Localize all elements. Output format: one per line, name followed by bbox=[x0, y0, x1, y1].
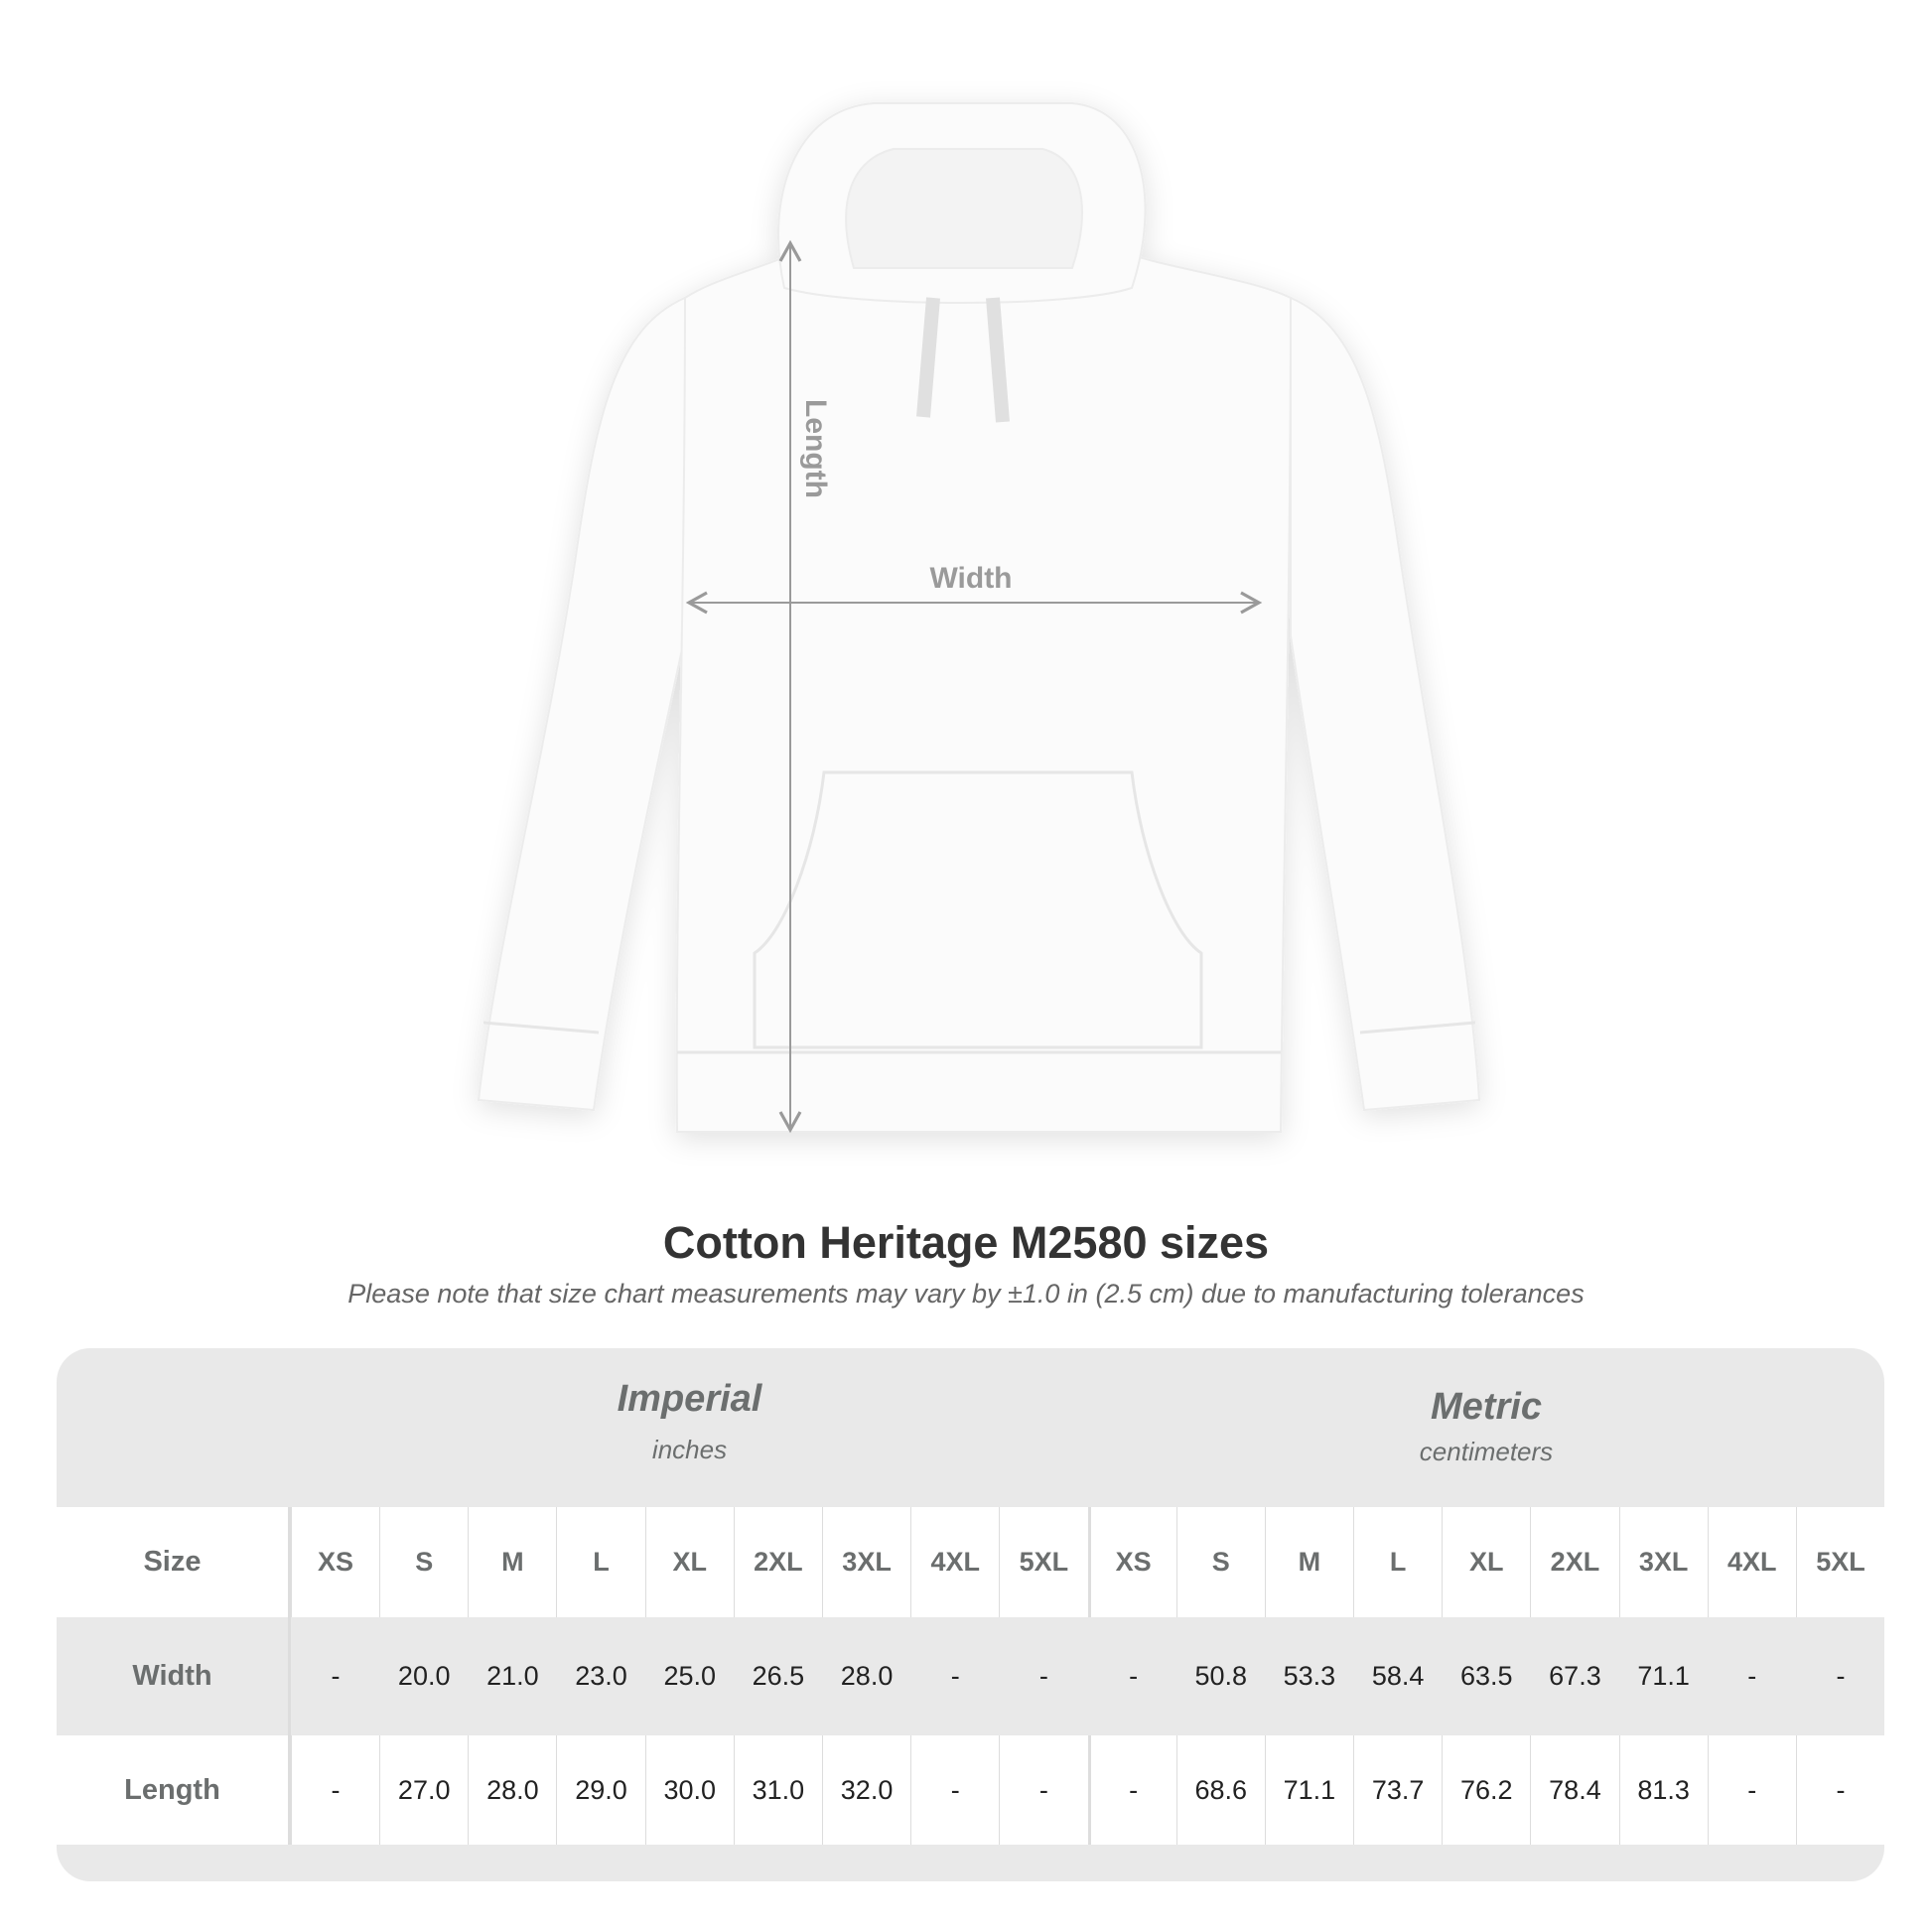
imperial-cell: 29.0 bbox=[556, 1735, 644, 1845]
imperial-cell: - bbox=[910, 1735, 999, 1845]
metric-unit: centimeters bbox=[1419, 1437, 1554, 1466]
imperial-cell: - bbox=[290, 1735, 379, 1845]
hoodie-diagram: Length Width bbox=[477, 102, 1481, 1134]
imperial-cell: 20.0 bbox=[379, 1617, 468, 1735]
imperial-cell: - bbox=[910, 1617, 999, 1735]
metric-cell: S bbox=[1175, 1507, 1265, 1617]
metric-cell: XS bbox=[1087, 1507, 1176, 1617]
imperial-cell: 30.0 bbox=[644, 1735, 734, 1845]
imperial-cell: - bbox=[999, 1735, 1087, 1845]
metric-cell: - bbox=[1707, 1735, 1796, 1845]
metric-cell: 81.3 bbox=[1618, 1735, 1708, 1845]
imperial-cell: S bbox=[379, 1507, 468, 1617]
metric-cell: 3XL bbox=[1618, 1507, 1708, 1617]
imperial-title: Imperial bbox=[617, 1378, 762, 1420]
imperial-cell: 23.0 bbox=[556, 1617, 644, 1735]
imperial-cell: 4XL bbox=[910, 1507, 999, 1617]
imperial-cell: 32.0 bbox=[821, 1735, 910, 1845]
metric-cell: 5XL bbox=[1795, 1507, 1884, 1617]
imperial-cell: 28.0 bbox=[468, 1735, 556, 1845]
imperial-cell: 3XL bbox=[821, 1507, 910, 1617]
imperial-header: Imperial inches bbox=[291, 1348, 1088, 1537]
metric-cell: - bbox=[1087, 1617, 1176, 1735]
row-label: Size bbox=[57, 1507, 291, 1617]
metric-cell: 58.4 bbox=[1353, 1617, 1442, 1735]
width-row: Width -20.0 21.0 23.0 25.0 26.5 28.0- - -50.8 53.… bbox=[57, 1617, 1884, 1735]
imperial-cell: 27.0 bbox=[379, 1735, 468, 1845]
metric-cell: 4XL bbox=[1707, 1507, 1796, 1617]
row-label: Length bbox=[57, 1735, 291, 1845]
metric-cell: - bbox=[1795, 1735, 1884, 1845]
imperial-cell: XL bbox=[644, 1507, 734, 1617]
imperial-cell: L bbox=[556, 1507, 644, 1617]
metric-cell: - bbox=[1795, 1617, 1884, 1735]
metric-cell: 50.8 bbox=[1175, 1617, 1265, 1735]
page-title: Cotton Heritage M2580 sizes bbox=[662, 1217, 1270, 1268]
imperial-cell: 5XL bbox=[999, 1507, 1087, 1617]
imperial-cell: XS bbox=[290, 1507, 379, 1617]
imperial-cell: - bbox=[290, 1617, 379, 1735]
imperial-unit: inches bbox=[651, 1435, 728, 1464]
metric-cell: 76.2 bbox=[1442, 1735, 1530, 1845]
length-label: Length bbox=[799, 399, 832, 498]
metric-cell: XL bbox=[1442, 1507, 1530, 1617]
metric-cell: 68.6 bbox=[1175, 1735, 1265, 1845]
metric-cell: 73.7 bbox=[1353, 1735, 1442, 1845]
metric-cell: 71.1 bbox=[1264, 1735, 1353, 1845]
imperial-cell: 26.5 bbox=[733, 1617, 822, 1735]
metric-cell: 71.1 bbox=[1618, 1617, 1708, 1735]
imperial-cell: 21.0 bbox=[468, 1617, 556, 1735]
metric-cell: 53.3 bbox=[1264, 1617, 1353, 1735]
hoodie-icon bbox=[477, 102, 1481, 1133]
size-table: Imperial inches Metric centimeters Size X… bbox=[57, 1348, 1884, 1881]
imperial-cell: 31.0 bbox=[733, 1735, 822, 1845]
tolerance-note: Please note that size chart measurements… bbox=[347, 1279, 1585, 1309]
imperial-cell: 28.0 bbox=[821, 1617, 910, 1735]
metric-title: Metric bbox=[1431, 1386, 1542, 1428]
metric-cell: 78.4 bbox=[1530, 1735, 1618, 1845]
metric-cell: M bbox=[1264, 1507, 1353, 1617]
size-row: Size XS S M L XL 2XL 3XL 4XL 5XL XS S M L XL 2XL 3XL 4XL 5… bbox=[57, 1507, 1884, 1617]
imperial-cell: M bbox=[468, 1507, 556, 1617]
metric-cell: 67.3 bbox=[1530, 1617, 1618, 1735]
imperial-cell: 25.0 bbox=[644, 1617, 734, 1735]
metric-cell: 2XL bbox=[1530, 1507, 1618, 1617]
width-label: Width bbox=[929, 562, 1012, 595]
metric-cell: 63.5 bbox=[1442, 1617, 1530, 1735]
metric-header: Metric centimeters bbox=[1088, 1348, 1884, 1545]
imperial-cell: - bbox=[999, 1617, 1087, 1735]
length-row: Length -27.0 28.0 29.0 30.0 31.0 32.0- - -68.6 71… bbox=[57, 1735, 1884, 1845]
metric-cell: - bbox=[1707, 1617, 1796, 1735]
metric-cell: L bbox=[1353, 1507, 1442, 1617]
metric-cell: - bbox=[1087, 1735, 1176, 1845]
row-label: Width bbox=[57, 1617, 291, 1735]
imperial-cell: 2XL bbox=[733, 1507, 822, 1617]
